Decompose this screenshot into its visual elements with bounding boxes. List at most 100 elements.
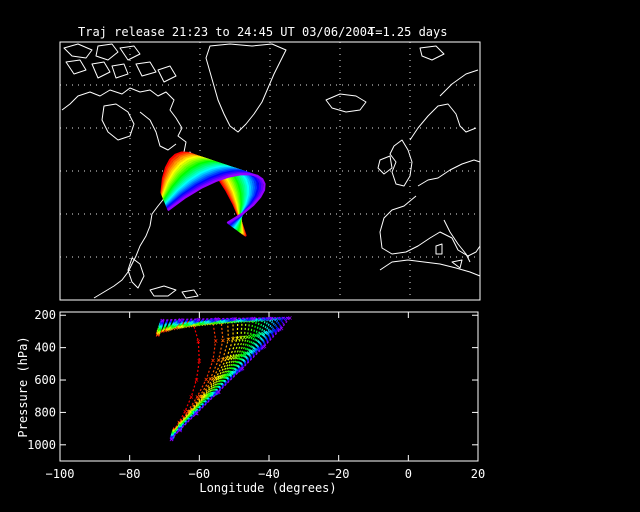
coastline-north-africa [379,259,481,277]
trajectory-marker: × [227,315,232,324]
trajectory-marker: × [157,324,162,333]
trajectory-marker: × [189,319,194,328]
trajectory-marker: × [194,316,199,325]
trajectory-marker: × [216,373,221,382]
x-tick-label: −100 [46,467,75,481]
trajectory-marker: × [173,320,178,329]
trajectory-marker: × [274,315,279,324]
trajectory-marker: × [261,343,266,352]
trajectory-marker: × [215,318,220,327]
trajectory-marker: × [168,324,173,333]
trajectory-marker: × [223,316,228,325]
trajectory-marker: × [221,355,226,364]
trajectory-marker: × [229,369,234,378]
plot-title: Traj release 21:23 to 24:45 UT 03/06/200… [78,25,374,39]
coastline-north-america [61,87,187,299]
coastline-caribbean [149,285,199,299]
trajectory-marker: × [216,355,221,364]
trajectory-marker: × [228,370,233,379]
trajectory-marker: × [258,344,263,353]
trajectory-marker: × [253,315,258,324]
trajectory-marker: × [272,326,277,335]
trajectory-marker: × [242,333,247,342]
trajectory-marker: × [233,352,238,361]
coastline-arctic-islands [63,43,177,83]
trajectory-marker: × [238,351,243,360]
trajectory-marker: × [211,390,216,399]
trajectory-marker: × [213,336,218,345]
trajectory-marker: × [169,323,174,332]
trajectory-marker: × [209,316,214,325]
x-tick-label: −60 [188,467,210,481]
trajectory-marker: × [229,315,234,324]
trajectory-marker: × [226,335,231,344]
y-tick-label: 800 [34,405,56,419]
trajectory-marker: × [186,320,191,329]
trajectory-marker: × [199,319,204,328]
trajectory-marker: × [156,329,161,338]
trajectory-marker: × [194,376,199,385]
trajectory-marker: × [240,316,245,325]
trajectory-marker: × [160,316,165,325]
trajectory-marker: × [251,347,256,356]
trajectory-marker: × [208,375,213,384]
trajectory-marker: × [211,356,216,365]
trajectory-marker: × [172,321,177,330]
trajectory-marker: × [177,323,182,332]
trajectory-marker: × [248,332,253,341]
trajectory-marker: × [246,315,251,324]
trajectory-marker: × [159,318,164,327]
trajectory-marker: × [180,319,185,328]
trajectory-marker: × [279,314,284,323]
trajectory-marker: × [233,316,238,325]
trajectory-marker: × [193,409,198,418]
trajectory-marker: × [183,407,188,416]
trajectory-marker: × [197,319,202,328]
trajectory-marker: × [175,319,180,328]
trajectory-marker: × [246,348,251,357]
trajectory-marker: × [171,430,176,439]
trajectory-marker: × [196,320,201,329]
coastline-labrador [139,111,177,151]
trajectory-marker: × [175,318,180,327]
pressure-trajectory-line [157,320,200,429]
trajectory-marker: × [269,314,274,323]
trajectory-marker: × [249,314,254,323]
trajectory-marker: × [223,371,228,380]
trajectory-marker: × [196,315,201,324]
trajectory-marker: × [188,319,193,328]
trajectory-marker: × [174,320,179,329]
trajectory-marker: × [241,315,246,324]
trajectory-marker: × [177,418,182,427]
trajectory-marker: × [204,318,209,327]
trajectory-marker: × [210,390,215,399]
x-axis: −100 −80 −60 −40 −20 0 20 [46,312,485,481]
trajectory-marker: × [221,317,226,326]
trajectory-marker: × [194,409,199,418]
pressure-trajectories: × × × × × × × ××××××××× × × × × × × ××××××××× × × × × × × ×××… [155,314,292,444]
trajectory-marker: × [235,316,240,325]
trajectory-marker: × [270,327,275,336]
trajectory-marker: × [178,316,183,325]
trajectory-marker: × [244,315,249,324]
trajectory-marker: × [188,407,193,416]
trajectory-marker: × [160,317,165,326]
trajectory-marker: × [240,350,245,359]
map-graticule [60,42,480,300]
coastline-ireland [377,155,393,175]
trajectory-marker: × [202,392,207,401]
trajectory-marker: × [170,323,175,332]
trajectory-marker: × [220,317,225,326]
pressure-trajectory-line [157,319,230,431]
trajectory-marker: × [224,316,229,325]
trajectory-marker: × [267,314,272,323]
trajectory-marker: × [230,353,235,362]
trajectory-marker: × [195,316,200,325]
trajectory-marker: × [174,323,179,332]
trajectory-marker: × [224,317,229,326]
trajectory-marker: × [262,315,267,324]
trajectory-marker: × [229,317,234,326]
trajectory-marker: × [157,326,162,335]
trajectory-marker: × [216,387,221,396]
